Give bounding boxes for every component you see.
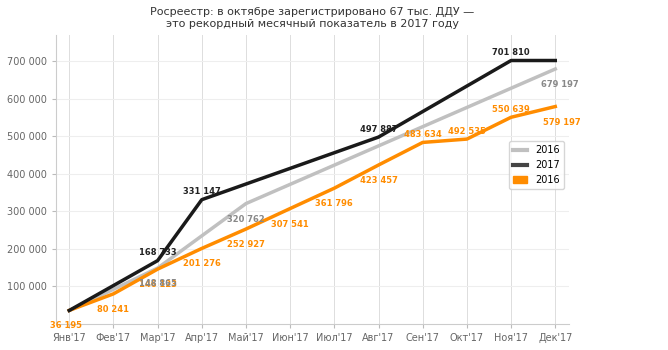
- Text: 148 865: 148 865: [139, 279, 176, 288]
- Text: 320 762: 320 762: [227, 215, 265, 224]
- Text: 252 927: 252 927: [227, 240, 265, 249]
- Text: 483 634: 483 634: [404, 130, 442, 139]
- Title: Росреестр: в октябре зарегистрировано 67 тыс. ДДУ —
это рекордный месячный показ: Росреестр: в октябре зарегистрировано 67…: [150, 7, 474, 29]
- Text: 679 197: 679 197: [540, 80, 578, 89]
- Text: 579 197: 579 197: [543, 118, 581, 127]
- Legend: 2016, 2017, 2016: 2016, 2017, 2016: [509, 141, 564, 189]
- Text: 307 541: 307 541: [271, 219, 309, 229]
- Text: 80 241: 80 241: [98, 305, 130, 314]
- Text: 492 535: 492 535: [448, 126, 486, 135]
- Text: 497 887: 497 887: [360, 125, 397, 133]
- Text: 423 457: 423 457: [359, 176, 397, 185]
- Text: 36 195: 36 195: [51, 321, 82, 330]
- Text: 701 810: 701 810: [492, 48, 530, 57]
- Text: 361 796: 361 796: [315, 199, 353, 208]
- Text: 146 123: 146 123: [138, 280, 176, 289]
- Text: 168 733: 168 733: [139, 248, 176, 257]
- Text: 201 276: 201 276: [183, 259, 220, 268]
- Text: 550 639: 550 639: [492, 105, 530, 114]
- Text: 331 147: 331 147: [183, 187, 220, 196]
